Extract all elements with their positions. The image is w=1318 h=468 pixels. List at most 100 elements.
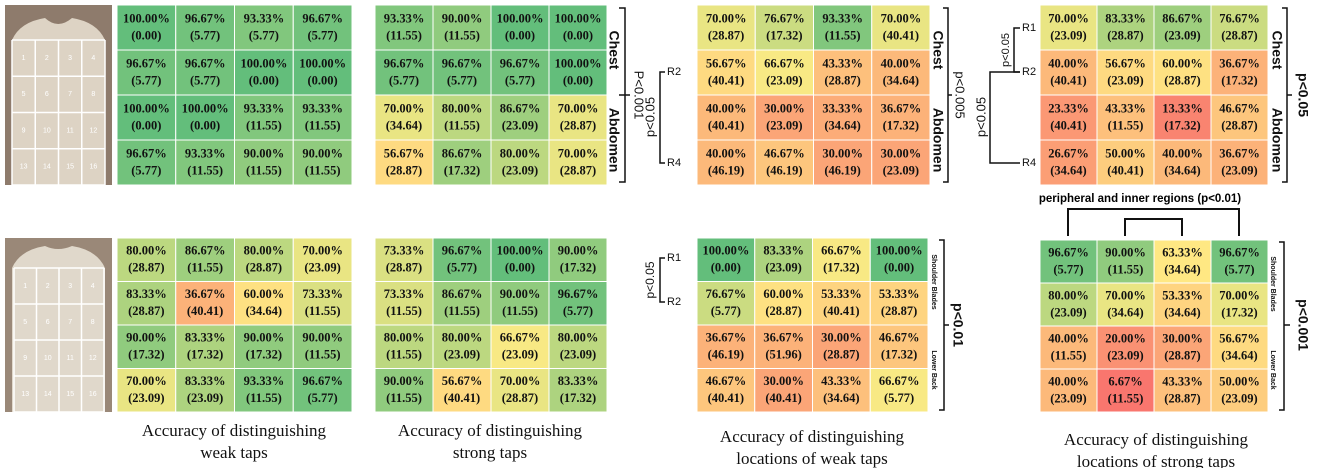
cell-value: 100.00% [497, 11, 544, 25]
photo-grid-number: 13 [21, 391, 29, 398]
cell-value: 90.00% [244, 146, 285, 160]
cell-value: 80.00% [384, 331, 425, 345]
comparison-label: peripheral and inner regions (p<0.01) [1039, 193, 1241, 205]
cell-sd: (46.19) [824, 163, 860, 177]
cell-value: 40.00% [881, 56, 922, 70]
photo-grid-number: 4 [91, 55, 95, 62]
caption: strong taps [453, 443, 527, 462]
cell-sd: (5.77) [563, 304, 593, 318]
cell-sd: (23.09) [502, 348, 538, 362]
cell-sd: (34.64) [883, 73, 919, 87]
cell-value: 83.33% [126, 287, 167, 301]
cell-sd: (23.09) [1050, 28, 1086, 42]
cell-value: 70.00% [500, 374, 541, 388]
cell-sd: (40.41) [1107, 163, 1143, 177]
cell-sd: (28.87) [1107, 28, 1143, 42]
cell-sd: (17.32) [560, 261, 596, 275]
cell-sd: (28.87) [560, 163, 596, 177]
cell-value: 43.33% [1105, 101, 1146, 115]
cell-value: 30.00% [821, 331, 862, 345]
cell-sd: (40.41) [765, 391, 801, 405]
p-value: p<0.005 [953, 71, 968, 118]
cell-value: 83.33% [763, 244, 804, 258]
bracket [1068, 209, 1239, 236]
p-value: p<0.05 [643, 261, 657, 298]
cell-sd: (17.32) [766, 28, 802, 42]
cell-sd: (40.41) [187, 304, 223, 318]
photo-grid-number: 11 [66, 127, 73, 134]
cell-value: 80.00% [500, 146, 541, 160]
cell-value: 70.00% [1048, 11, 1089, 25]
label-lower-back: Lower Back [1269, 350, 1276, 389]
cell-sd: (28.87) [708, 28, 744, 42]
bracket [990, 72, 1020, 163]
cell-value: 96.67% [442, 244, 483, 258]
photo-grid-number: 7 [68, 319, 72, 326]
cell-value: 70.00% [302, 244, 343, 258]
cell-sd: (11.55) [1051, 348, 1087, 362]
cell-value: 100.00% [240, 56, 287, 70]
cell-sd: (40.41) [444, 391, 480, 405]
cell-value: 90.00% [302, 331, 343, 345]
photo-grid-number: 7 [68, 91, 72, 98]
cell-sd: (23.09) [560, 348, 596, 362]
p-value: p<0.05 [642, 97, 657, 137]
cell-sd: (11.55) [444, 118, 480, 132]
cell-sd: (11.55) [825, 28, 861, 42]
cell-sd: (0.00) [563, 28, 593, 42]
cell-value: 36.67% [763, 331, 804, 345]
cell-sd: (23.09) [1107, 348, 1143, 362]
cell-value: 70.00% [126, 374, 167, 388]
region-label: R2 [667, 296, 681, 308]
heatmap-table: 100.00%(0.00)96.67%(5.77)93.33%(5.77)96.… [117, 5, 352, 185]
caption: Accuracy of distinguishing [1064, 430, 1249, 449]
cell-value: 100.00% [123, 11, 170, 25]
cell-value: 70.00% [1219, 288, 1260, 302]
cell-sd: (28.87) [246, 261, 282, 275]
region-label: R2 [1022, 66, 1036, 78]
cell-sd: (11.55) [386, 391, 422, 405]
cell-sd: (5.77) [308, 391, 338, 405]
cell-value: 36.67% [185, 287, 226, 301]
cell-sd: (28.87) [386, 163, 422, 177]
cell-sd: (5.77) [711, 304, 741, 318]
photo-grid-number: 12 [89, 127, 97, 134]
bracket [1014, 28, 1020, 72]
photo-grid-number: 9 [23, 355, 27, 362]
cell-value: 93.33% [384, 11, 425, 25]
p-value: p<0.05 [1000, 33, 1012, 67]
cell-value: 36.67% [881, 101, 922, 115]
cell-value: 93.33% [244, 374, 285, 388]
caption: locations of weak taps [736, 449, 888, 468]
cell-sd: (28.87) [560, 118, 596, 132]
cell-value: 30.00% [764, 101, 805, 115]
photo-grid-number: 1 [22, 55, 26, 62]
cell-sd: (23.09) [187, 391, 223, 405]
cell-value: 23.33% [1048, 101, 1089, 115]
cell-sd: (23.09) [766, 73, 802, 87]
cell-sd: (5.77) [389, 73, 419, 87]
cell-value: 96.67% [558, 287, 599, 301]
cell-sd: (28.87) [1164, 73, 1200, 87]
cell-value: 33.33% [822, 101, 863, 115]
cell-sd: (28.87) [386, 261, 422, 275]
cell-value: 93.33% [244, 101, 285, 115]
cell-value: 36.67% [1219, 146, 1260, 160]
cell-value: 56.67% [1105, 56, 1146, 70]
photo-grid-number: 9 [22, 127, 26, 134]
photo-grid-number: 5 [23, 319, 27, 326]
cell-sd: (17.32) [246, 348, 282, 362]
photo-grid-number: 1 [23, 283, 27, 290]
cell-value: 96.67% [442, 56, 483, 70]
cell-value: 90.00% [558, 244, 599, 258]
photo-grid-number: 2 [45, 55, 49, 62]
heatmap-table: 70.00%(28.87)76.67%(17.32)93.33%(11.55)7… [697, 5, 930, 185]
photo-grid-number: 14 [44, 391, 52, 398]
cell-value: 30.00% [822, 146, 863, 160]
heatmap-table: 96.67%(5.77)90.00%(11.55)63.33%(34.64)96… [1040, 240, 1268, 412]
cell-sd: (11.55) [305, 118, 341, 132]
cell-value: 13.33% [1162, 101, 1203, 115]
cell-sd: (5.77) [1053, 262, 1083, 276]
cell-sd: (5.77) [308, 28, 338, 42]
cell-sd: (5.77) [190, 28, 220, 42]
